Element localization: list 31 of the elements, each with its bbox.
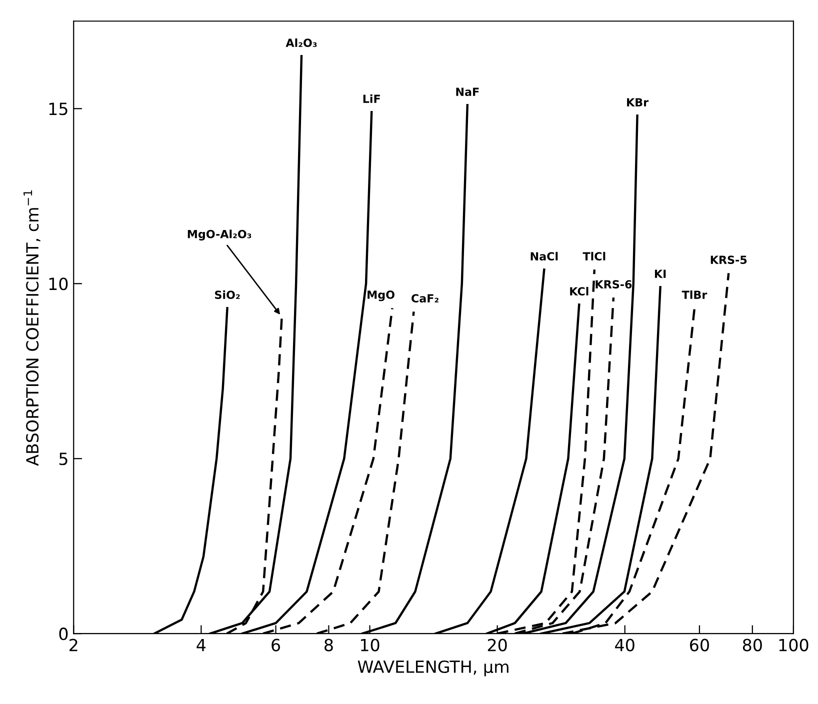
series-label: TlCl — [582, 252, 606, 261]
x-tick-label: 100 — [779, 638, 808, 652]
y-tick-label: 10 — [49, 278, 68, 290]
series-label: NaCl — [530, 252, 558, 261]
x-tick-label: 8 — [324, 638, 333, 652]
series-label: KRS-6 — [596, 280, 632, 289]
x-tick-label: 60 — [690, 638, 709, 652]
x-axis-title: WAVELENGTH, μm — [358, 660, 508, 676]
x-tick-label: 4 — [196, 638, 206, 652]
x-tick-label: 20 — [488, 638, 507, 652]
series-label: SiO₂ — [215, 290, 240, 300]
x-tick-label: 80 — [742, 638, 762, 652]
series-label: TlBr — [682, 290, 708, 299]
x-tick-label: 10 — [360, 638, 380, 652]
series-label: CaF₂ — [412, 294, 438, 303]
series-label: KI — [654, 270, 666, 278]
series-label: NaF — [456, 88, 479, 96]
y-axis-title: ABSORPTION COEFFICIENT, cm$^{−1}$ — [24, 190, 40, 466]
series-label: KBr — [627, 98, 649, 106]
series-label: Al₂O₃ — [286, 38, 317, 48]
x-tick-label: 40 — [615, 638, 634, 652]
y-tick-label: 15 — [49, 102, 68, 116]
series-label: KCl — [570, 286, 588, 296]
series-label: MgO — [368, 290, 394, 302]
y-tick-label: 5 — [59, 452, 68, 466]
text: MgO-Al₂O₃ — [188, 230, 252, 240]
series-label: KRS-5 — [710, 256, 747, 264]
series-label: LiF — [363, 94, 380, 103]
y-tick-label: 0 — [59, 628, 68, 640]
x-tick-label: 6 — [272, 638, 280, 652]
x-tick-label: 2 — [70, 638, 78, 652]
